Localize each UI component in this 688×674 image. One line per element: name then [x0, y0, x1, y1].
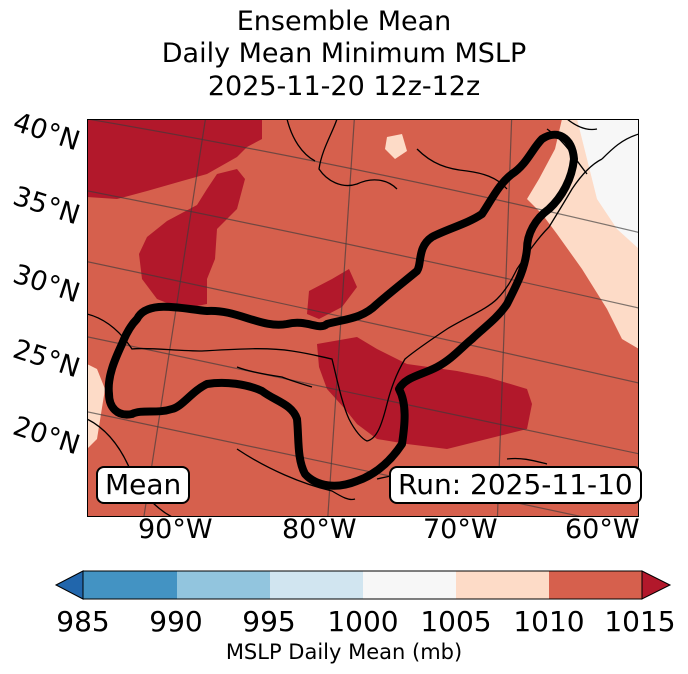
colorbar — [54, 570, 672, 600]
colorbar-label: MSLP Daily Mean (mb) — [225, 640, 463, 664]
colorbar-tick-995: 995 — [242, 605, 296, 638]
title-line-1: Ensemble Mean — [236, 6, 452, 37]
field-1015-northwest — [87, 119, 262, 199]
run-box: Run: 2025-11-10 — [389, 466, 642, 504]
ensemble-contour — [104, 130, 578, 490]
colorbar-tick-1015: 1015 — [604, 605, 676, 638]
colorbar-seg-1005-1010 — [456, 571, 549, 599]
colorbar-extend-low — [54, 570, 84, 600]
title-line-3: 2025-11-20 12z-12z — [207, 71, 481, 102]
colorbar-tick-985: 985 — [56, 605, 110, 638]
colorbar-seg-990-995 — [177, 571, 270, 599]
field-1015-plains — [139, 169, 245, 309]
lon-label-70w: 70°W — [423, 514, 498, 545]
colorbar-seg-1010-1015 — [549, 571, 642, 599]
colorbar-tick-990: 990 — [149, 605, 203, 638]
field-1005-northeast — [385, 134, 407, 159]
field-1005-west — [87, 364, 105, 449]
lat-label-40: 40°N — [9, 106, 84, 158]
colorbar-tick-1000: 1000 — [327, 605, 399, 638]
field-1015-small — [307, 269, 357, 319]
lon-label-80w: 80°W — [282, 514, 357, 545]
lat-label-25: 25°N — [9, 333, 84, 385]
colorbar-tick-1005: 1005 — [420, 605, 492, 638]
mean-box: Mean — [96, 466, 191, 504]
colorbar-tick-1010: 1010 — [513, 605, 585, 638]
title-line-2: Daily Mean Minimum MSLP — [161, 38, 527, 69]
lon-label-60w: 60°W — [565, 514, 640, 545]
lat-label-35: 35°N — [9, 180, 84, 232]
map-panel — [87, 119, 639, 517]
lat-label-20: 20°N — [9, 410, 84, 462]
colorbar-seg-1000-1005 — [363, 571, 456, 599]
colorbar-seg-985-990 — [83, 571, 177, 599]
colorbar-extend-high — [641, 570, 672, 600]
colorbar-seg-995-1000 — [270, 571, 363, 599]
lat-label-30: 30°N — [9, 258, 84, 310]
field-1015-southeast — [317, 337, 532, 449]
field-1000-northeast — [577, 119, 639, 249]
lon-label-90w: 90°W — [138, 514, 213, 545]
